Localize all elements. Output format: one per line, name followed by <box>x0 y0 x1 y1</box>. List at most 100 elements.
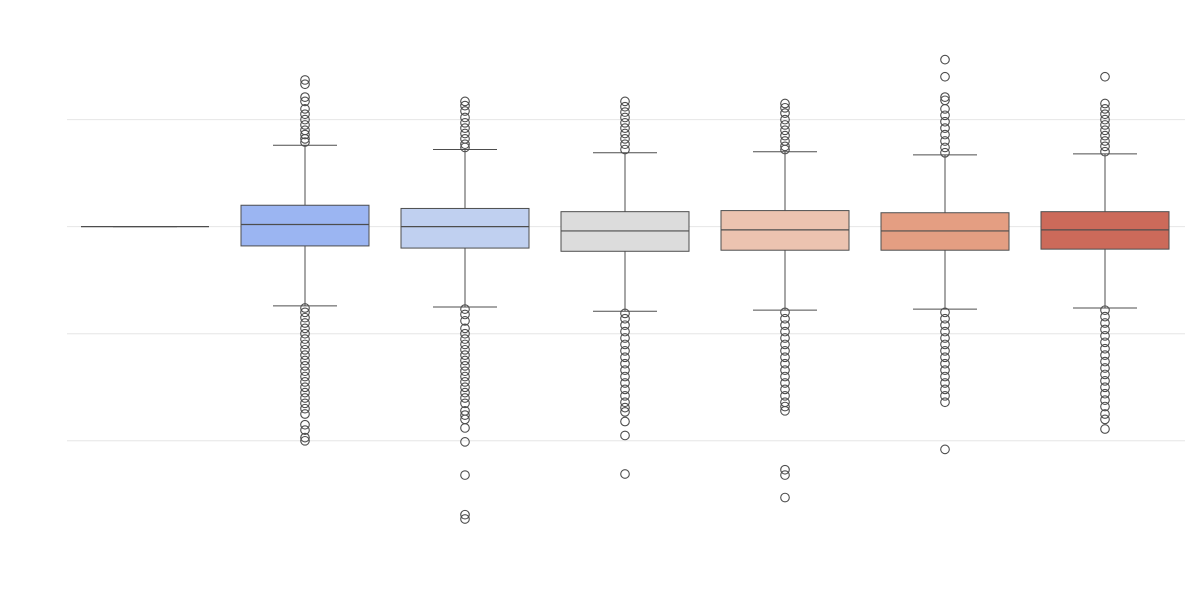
outlier <box>460 96 470 107</box>
outlier <box>780 401 790 412</box>
outlier <box>300 435 310 446</box>
outlier <box>940 313 950 324</box>
outlier <box>620 139 630 150</box>
outlier <box>300 109 310 120</box>
outlier <box>300 312 310 323</box>
outlier <box>300 318 310 328</box>
box <box>400 207 530 249</box>
outlier <box>780 130 790 141</box>
outlier <box>620 313 630 324</box>
outlier <box>620 128 630 139</box>
outlier <box>300 432 310 443</box>
outlier <box>620 112 630 123</box>
outlier <box>620 390 630 401</box>
outlier <box>940 326 950 337</box>
outlier <box>460 509 470 520</box>
outlier <box>620 469 630 479</box>
outlier <box>940 365 950 375</box>
outlier <box>300 377 310 387</box>
outlier <box>460 387 470 398</box>
outlier <box>940 320 950 331</box>
outlier <box>300 403 310 414</box>
outlier <box>1100 350 1110 360</box>
outlier <box>460 350 470 360</box>
outlier <box>300 344 310 355</box>
outlier <box>620 407 630 417</box>
outlier <box>1100 382 1110 393</box>
outlier <box>940 142 950 153</box>
outlier <box>620 144 630 155</box>
outlier <box>300 398 310 409</box>
outlier <box>300 382 310 393</box>
outlier <box>460 398 470 409</box>
outlier <box>1100 120 1110 130</box>
outlier <box>620 371 630 382</box>
outlier <box>460 382 470 393</box>
box <box>240 204 370 247</box>
outlier <box>780 313 790 324</box>
outlier <box>620 96 630 107</box>
outlier <box>1100 424 1110 434</box>
outlier <box>1100 369 1110 380</box>
outlier <box>460 423 470 433</box>
outlier <box>940 147 950 158</box>
outlier <box>460 361 470 371</box>
outlier <box>780 114 790 125</box>
outlier <box>1100 98 1110 109</box>
outlier <box>780 365 790 375</box>
outlier <box>460 339 470 350</box>
outlier <box>1100 146 1110 157</box>
outlier <box>940 116 950 127</box>
outlier <box>940 390 950 401</box>
outlier <box>780 405 790 416</box>
outlier <box>780 378 790 388</box>
outlier <box>1100 130 1110 141</box>
outlier <box>780 384 790 395</box>
outlier <box>780 470 790 480</box>
outlier <box>460 128 470 139</box>
outlier <box>780 98 790 109</box>
outlier <box>300 419 310 430</box>
outlier <box>1100 343 1110 354</box>
outlier <box>1100 141 1110 152</box>
outlier <box>300 104 310 114</box>
outlier <box>780 492 790 503</box>
outlier <box>940 371 950 382</box>
outlier <box>1100 71 1110 82</box>
outlier <box>620 308 630 319</box>
outlier <box>1100 401 1110 412</box>
outlier <box>460 142 470 153</box>
outlier <box>940 123 950 133</box>
outlier <box>300 366 310 377</box>
outlier <box>620 134 630 144</box>
outlier <box>460 112 470 123</box>
outlier <box>940 92 950 102</box>
outlier <box>780 320 790 331</box>
outlier <box>620 117 630 128</box>
outlier <box>300 303 310 313</box>
outlier <box>460 323 470 334</box>
outlier <box>940 110 950 121</box>
outlier <box>1100 375 1110 386</box>
outlier <box>940 339 950 350</box>
outlier <box>300 350 310 360</box>
outlier <box>780 339 790 350</box>
outlier <box>300 371 310 382</box>
outlier <box>300 387 310 398</box>
outlier <box>620 402 630 413</box>
outlier <box>300 92 310 102</box>
outlier <box>1100 331 1110 341</box>
outlier <box>460 514 470 524</box>
outlier <box>300 75 310 85</box>
outlier <box>940 333 950 343</box>
outlier <box>780 464 790 475</box>
outlier <box>620 397 630 408</box>
outlier <box>620 346 630 356</box>
outlier <box>940 352 950 363</box>
outlier <box>620 378 630 388</box>
outlier <box>1100 104 1110 114</box>
outlier <box>620 320 630 331</box>
outlier <box>780 307 790 318</box>
outlier <box>940 358 950 369</box>
outlier <box>460 139 470 150</box>
